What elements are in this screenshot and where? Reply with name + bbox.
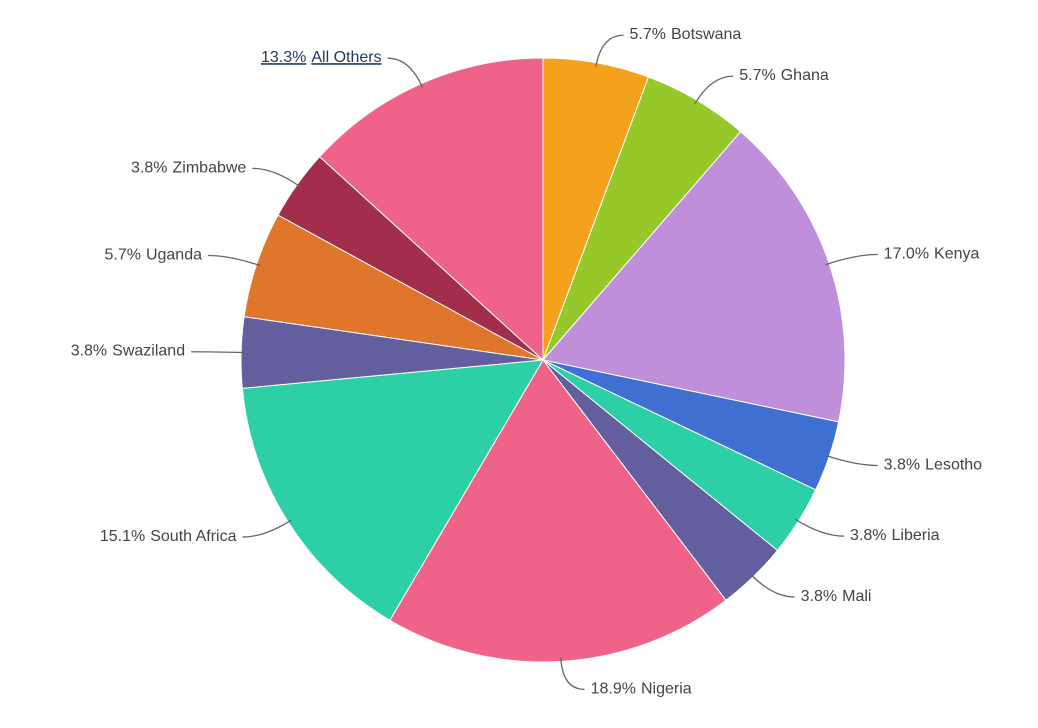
slice-category: Kenya [934, 246, 979, 263]
slice-category: Lesotho [925, 457, 982, 474]
leader-line [207, 254, 261, 267]
slice-value-label: 3.8% [131, 160, 167, 177]
slice-category: Botswana [671, 26, 741, 43]
slice-label: 3.8% Lesotho [884, 457, 983, 474]
leader-line [825, 454, 878, 467]
slice-value-label: 5.7% [630, 26, 666, 43]
slice-label: 3.8% Mali [801, 588, 872, 605]
leader-line [595, 34, 624, 67]
slice-category: Liberia [891, 527, 939, 544]
slice-category: Nigeria [641, 681, 692, 698]
leader-line [825, 253, 878, 266]
leader-line [252, 167, 301, 188]
leader-line [387, 57, 424, 88]
slice-value-label[interactable]: 13.3% [261, 49, 306, 66]
slice-label: 17.0% Kenya [884, 246, 980, 263]
slice-category: Ghana [781, 67, 829, 84]
leader-line [191, 351, 246, 354]
leader-line [794, 518, 845, 537]
slice-label: 5.7% Uganda [104, 247, 202, 264]
slice-category: Swaziland [112, 343, 185, 360]
slice-label: 3.8% Liberia [850, 527, 940, 544]
slice-label: 18.9% Nigeria [591, 681, 692, 698]
slice-value-label: 5.7% [104, 247, 140, 264]
slice-category[interactable]: All Others [311, 49, 381, 66]
slice-category: Zimbabwe [173, 160, 247, 177]
slice-value-label: 18.9% [591, 681, 636, 698]
slice-value-label: 3.8% [850, 527, 886, 544]
slice-value-label: 3.8% [884, 457, 920, 474]
leader-line [694, 75, 734, 104]
slice-value-label: 15.1% [100, 528, 145, 545]
leader-line [242, 519, 292, 538]
leader-line [560, 657, 585, 691]
slice-label: 5.7% Ghana [739, 67, 829, 84]
slice-label: 3.8% Zimbabwe [131, 160, 246, 177]
slice-label: 15.1% South Africa [100, 528, 237, 545]
slice-label: 3.8% Swaziland [71, 343, 185, 360]
slice-category: South Africa [150, 528, 236, 545]
slice-label: 5.7% Botswana [630, 26, 742, 43]
slice-value-label: 3.8% [71, 343, 107, 360]
slice-value-label: 17.0% [884, 246, 929, 263]
leader-line [749, 573, 795, 598]
slice-value-label: 5.7% [739, 67, 775, 84]
slice-label[interactable]: 13.3% All Others [261, 49, 382, 66]
slice-category: Mali [842, 588, 871, 605]
slice-value-label: 3.8% [801, 588, 837, 605]
slice-category: Uganda [146, 247, 202, 264]
